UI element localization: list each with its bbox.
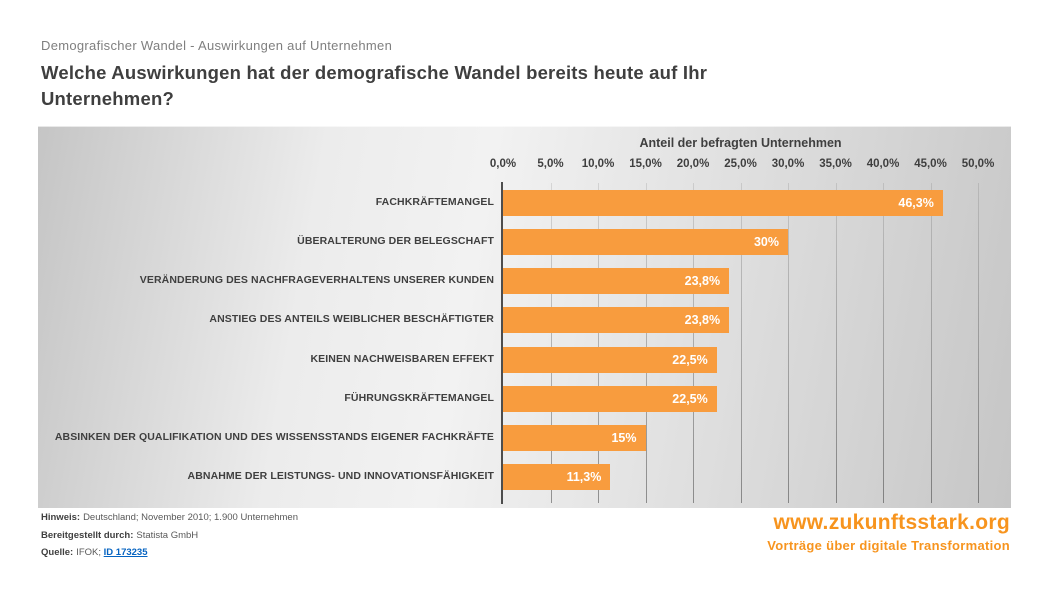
category-label: FACHKRÄFTEMANGEL — [375, 195, 494, 208]
bar: 22,5% — [503, 346, 717, 373]
bar-value-label: 46,3% — [898, 195, 934, 210]
bar: 15% — [503, 425, 646, 452]
bar-value-label: 15% — [611, 431, 637, 446]
x-tick-label: 30,0% — [771, 158, 805, 170]
eyebrow: Demografischer Wandel - Auswirkungen auf… — [41, 38, 393, 53]
note-provider-label: Bereitgestellt durch: — [41, 529, 134, 541]
x-tick-label: 5,0% — [537, 158, 564, 170]
gridline — [598, 183, 599, 503]
bar-value-label: 23,8% — [684, 313, 721, 328]
footer-notes: Hinweis: Deutschland; November 2010; 1.90… — [41, 512, 298, 565]
note-hinweis-value: Deutschland; November 2010; 1.900 Untern… — [83, 512, 298, 523]
gridline — [740, 183, 742, 503]
x-tick-label: 50,0% — [961, 158, 995, 170]
bar-value-label: 30% — [753, 234, 779, 249]
bar-value-label: 22,5% — [672, 352, 708, 367]
x-tick-label: 45,0% — [914, 158, 947, 170]
x-tick-label: 10,0% — [581, 158, 615, 170]
x-tick-label: 35,0% — [819, 158, 852, 170]
gridline — [978, 183, 979, 503]
note-provider: Bereitgestellt durch: Statista GmbH — [41, 530, 298, 541]
x-tick-label: 0,0% — [489, 158, 517, 170]
category-label: FÜHRUNGSKRÄFTEMANGEL — [344, 391, 494, 404]
bar-value-label: 22,5% — [672, 391, 708, 406]
note-provider-value: Statista GmbH — [136, 529, 199, 541]
bar: 30% — [503, 228, 788, 255]
note-hinweis: Hinweis: Deutschland; November 2010; 1.90… — [41, 512, 298, 523]
x-tick-label: 15,0% — [629, 158, 662, 170]
x-tick-label: 25,0% — [724, 158, 757, 170]
category-label: ABSINKEN DER QUALIFIKATION UND DES WISSE… — [54, 431, 494, 444]
bar-value-label: 23,8% — [684, 274, 721, 289]
source-id-link[interactable]: ID 173235 — [103, 547, 148, 558]
bar: 22,5% — [503, 385, 717, 412]
branding: www.zukunftsstark.org Vorträge über digi… — [767, 511, 1010, 553]
bar-chart: Anteil der befragten Unternehmen 0,0% 5,0… — [38, 126, 1011, 508]
note-source-value: IFOK; — [76, 547, 102, 558]
branding-tagline: Vorträge über digitale Transformation — [767, 538, 1010, 553]
gridline — [788, 183, 789, 503]
category-label: ÜBERALTERUNG DER BELEGSCHAFT — [297, 234, 494, 247]
gridline — [883, 183, 884, 503]
page-title: Welche Auswirkungen hat der demografisch… — [41, 62, 708, 109]
y-axis-line — [501, 182, 503, 504]
gridline — [835, 183, 837, 503]
note-hinweis-label: Hinweis: — [41, 512, 81, 523]
category-label: KEINEN NACHWEISBAREN EFFEKT — [310, 352, 494, 365]
branding-site[interactable]: www.zukunftsstark.org — [773, 511, 1010, 534]
category-label: ABNAHME DER LEISTUNGS- UND INNOVATIONSFÄ… — [187, 470, 494, 483]
gridline — [930, 183, 932, 503]
bar: 11,3% — [503, 464, 611, 491]
bar: 23,8% — [503, 268, 730, 295]
category-label: VERÄNDERUNG DES NACHFRAGEVERHALTENS UNSE… — [139, 274, 494, 287]
gridline — [550, 183, 552, 503]
note-source-label: Quelle: — [41, 547, 74, 558]
note-source: Quelle: IFOK; ID 173235 — [41, 547, 298, 558]
x-tick-label: 40,0% — [866, 158, 900, 170]
x-tick-label: 20,0% — [676, 158, 710, 170]
gridline — [693, 183, 694, 503]
x-axis-title: Anteil der befragten Unternehmen — [639, 136, 842, 150]
bar: 46,3% — [503, 189, 943, 216]
gridline — [645, 183, 647, 503]
bar: 23,8% — [503, 307, 730, 334]
bar-value-label: 11,3% — [566, 470, 602, 485]
category-label: ANSTIEG DES ANTEILS WEIBLICHER BESCHÄFTI… — [209, 313, 494, 326]
